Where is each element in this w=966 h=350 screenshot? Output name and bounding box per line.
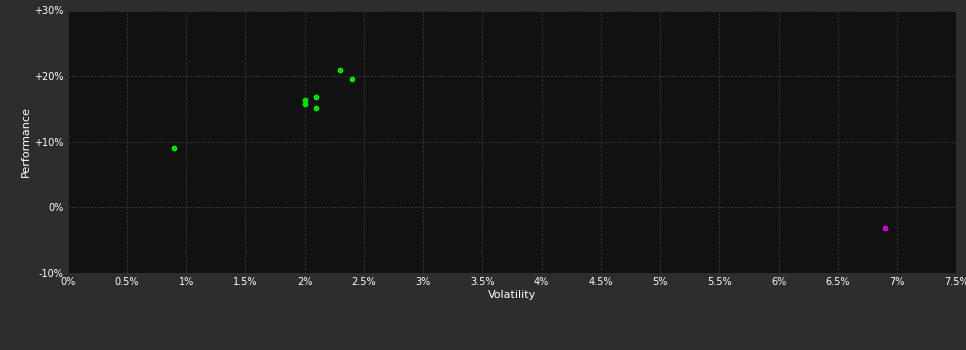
Point xyxy=(877,226,893,231)
Y-axis label: Performance: Performance xyxy=(21,106,31,177)
X-axis label: Volatility: Volatility xyxy=(488,290,536,300)
Point xyxy=(332,67,348,72)
Point xyxy=(166,146,182,151)
Point xyxy=(344,77,359,82)
Point xyxy=(297,102,312,107)
Point xyxy=(309,105,325,111)
Point xyxy=(297,98,312,103)
Point xyxy=(309,94,325,100)
